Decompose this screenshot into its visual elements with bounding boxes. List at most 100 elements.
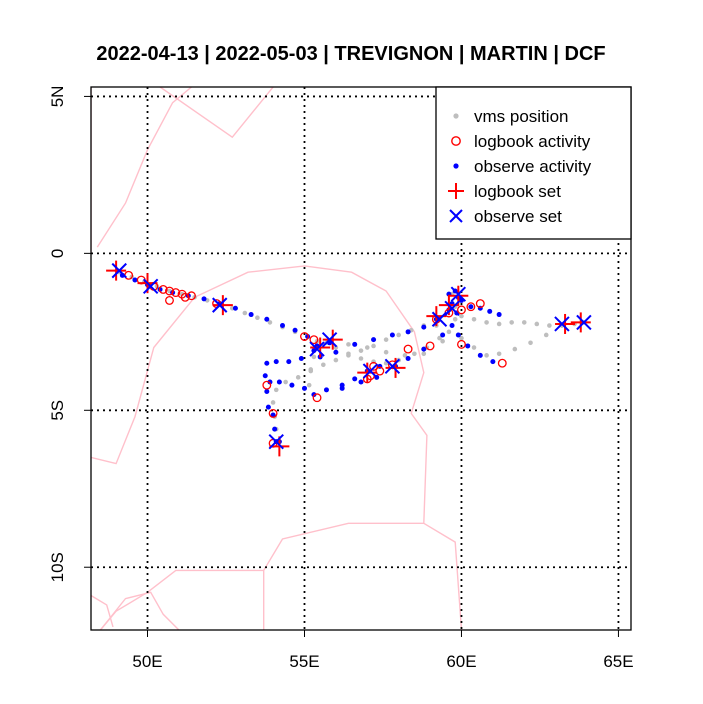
observe-set-point <box>309 341 325 357</box>
vms-point <box>496 321 502 327</box>
observe-set-point <box>431 311 448 327</box>
data-points <box>106 260 592 457</box>
vms-point <box>521 320 527 325</box>
land-outlines <box>91 87 463 630</box>
vms-point <box>383 337 389 342</box>
vms-point <box>496 351 502 357</box>
observe-activity-point <box>352 376 358 382</box>
logbook-activity-point <box>165 295 174 305</box>
vms-point <box>440 338 445 344</box>
legend-observe-activity-marker <box>453 163 459 169</box>
land-outline-6 <box>423 522 463 630</box>
observe-activity-point <box>298 356 304 361</box>
vms-point <box>283 379 288 385</box>
observe-activity-point <box>455 332 461 338</box>
observe-activity-point <box>421 346 427 352</box>
observe-activity-point <box>292 327 298 333</box>
logbook-activity-point <box>497 358 507 368</box>
observe-activity-point <box>157 286 163 292</box>
vms-point <box>295 375 301 380</box>
vms-point <box>346 342 351 347</box>
legend-box <box>435 86 632 240</box>
observe-set-stroke <box>576 314 592 331</box>
observe-activity-point <box>301 385 307 391</box>
legend-item-observe_activity: observe activity <box>453 157 592 176</box>
observe-activity-point <box>264 388 270 394</box>
vms-point <box>452 316 458 322</box>
vms-point <box>459 313 464 319</box>
land-outline-2 <box>159 87 274 139</box>
vms-point <box>242 310 248 316</box>
observe-set-stroke <box>444 300 460 316</box>
observe-set-stroke <box>450 286 467 302</box>
vms-point <box>333 345 339 350</box>
legend-item-logbook_activity: logbook activity <box>451 132 591 151</box>
observe-activity-point <box>264 360 270 366</box>
vms-point <box>412 351 417 357</box>
land-outline-1 <box>96 87 192 248</box>
vms-point <box>371 343 376 349</box>
legend-observe-set-marker <box>449 209 463 223</box>
observe-set-point <box>111 262 127 279</box>
observe-activity-point <box>389 332 395 338</box>
vms-point <box>321 362 326 368</box>
logbook-set-point <box>310 337 331 358</box>
logbook-activity-point <box>403 344 413 354</box>
logbook-activity-point <box>425 341 435 351</box>
legend-label: observe activity <box>474 157 592 176</box>
observe-activity-point <box>352 341 358 347</box>
logbook-set-point <box>385 357 406 378</box>
vms-point <box>512 346 518 352</box>
vms-point <box>267 320 273 325</box>
vms-point <box>333 357 339 363</box>
observe-activity-point <box>276 379 282 385</box>
observe-activity-point <box>405 356 411 361</box>
logbook-activity-point <box>171 288 181 298</box>
vms-point <box>528 340 533 346</box>
observe-activity-point <box>440 332 446 338</box>
logbook-activity-point <box>457 339 466 349</box>
logbook-activity-point <box>466 302 476 312</box>
x-tick-label: 60E <box>446 652 476 671</box>
plot-frame <box>90 86 632 631</box>
vms-point <box>306 382 312 388</box>
vms-point <box>346 353 351 358</box>
observe-activity-point <box>272 426 278 432</box>
observe-activity-point <box>132 277 138 283</box>
observe-activity-point <box>286 359 292 365</box>
vms-point <box>396 332 401 338</box>
legend-label: logbook activity <box>474 132 591 151</box>
vms-point <box>358 348 364 353</box>
logbook-set-point <box>555 313 576 334</box>
observe-activity-point <box>358 379 364 385</box>
observe-activity-point <box>232 305 238 311</box>
y-tick-label: 0 <box>48 249 67 258</box>
logbook-set-point <box>570 312 591 333</box>
observe-set-stroke <box>111 262 127 279</box>
observe-activity-point <box>270 412 276 418</box>
land-outline-7 <box>91 594 114 628</box>
land-outline-3 <box>91 265 428 630</box>
observe-set-point <box>362 363 379 379</box>
logbook-activity-point <box>375 366 385 376</box>
y-tick-label: 5S <box>48 400 67 421</box>
observe-activity-point <box>496 312 502 318</box>
observe-activity-point <box>421 324 427 330</box>
observe-activity-point <box>280 323 286 329</box>
observe-activity-point <box>265 404 271 410</box>
y-tick-label: 5N <box>48 86 67 108</box>
observe-set-point <box>321 331 338 348</box>
observe-set-point <box>450 286 467 302</box>
legend-item-observe_set: observe set <box>449 207 562 226</box>
vms-point <box>437 335 442 341</box>
observe-activity-point <box>248 312 254 318</box>
y-tick-label: 10S <box>48 552 67 582</box>
chart-title: 2022-04-13 | 2022-05-03 | TREVIGNON | MA… <box>96 43 605 65</box>
vms-point <box>358 356 364 361</box>
observe-activity-point <box>405 329 411 335</box>
legend-label: logbook set <box>474 182 561 201</box>
observe-set-point <box>444 300 460 316</box>
logbook-activity-point <box>165 286 174 296</box>
logbook-activity-point <box>262 380 272 390</box>
